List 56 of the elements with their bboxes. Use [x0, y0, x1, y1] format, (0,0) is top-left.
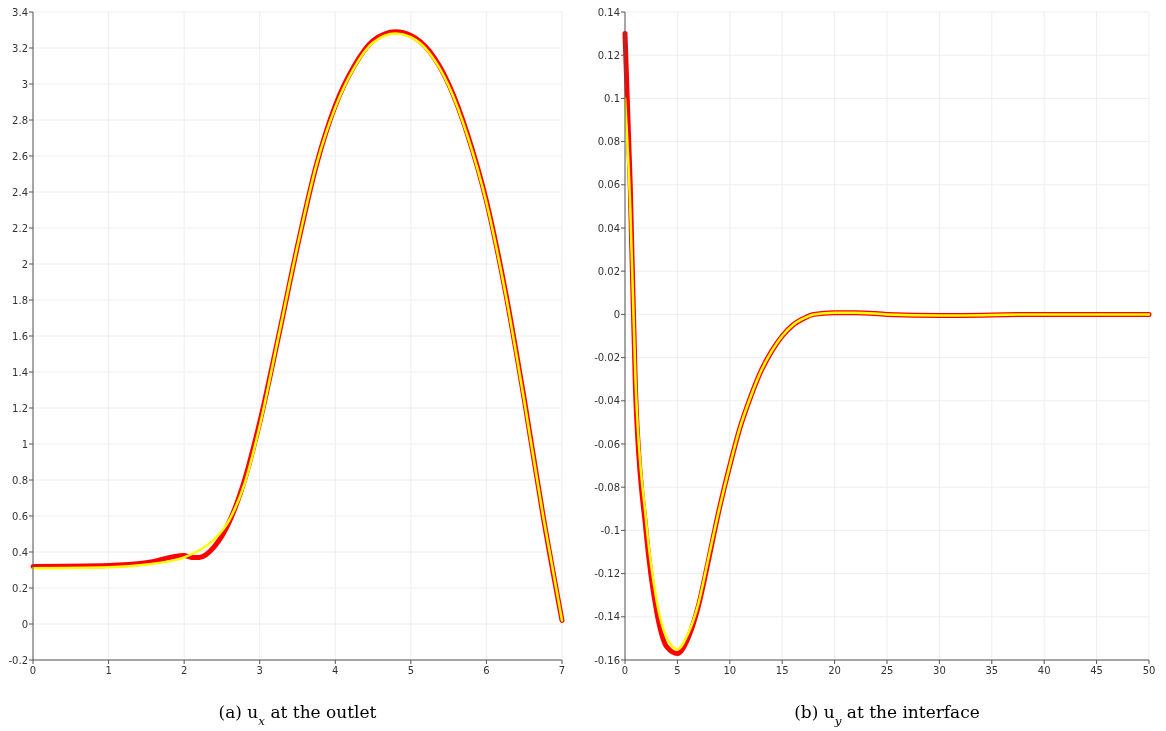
y-tick-label: 2.4 — [12, 186, 28, 198]
y-tick-label: 2 — [21, 258, 28, 270]
x-tick-label: 15 — [775, 665, 789, 676]
y-tick-label: 1.2 — [12, 402, 28, 414]
y-tick-label: -0.06 — [594, 438, 620, 450]
y-tick-label: 0.2 — [12, 582, 28, 594]
y-tick-label: 1.6 — [12, 330, 28, 342]
y-tick-label: 0.14 — [597, 6, 620, 18]
y-tick-label: 0.02 — [597, 265, 620, 277]
x-tick-label: 2 — [180, 665, 188, 676]
y-tick-label: -0.2 — [8, 654, 28, 666]
y-tick-label: 1.4 — [12, 366, 28, 378]
y-tick-label: 2.8 — [12, 114, 28, 126]
y-tick-label: 0.4 — [12, 546, 28, 558]
y-tick-label: 0.6 — [12, 510, 28, 522]
x-tick-label: 0 — [29, 665, 37, 676]
y-tick-label: 1 — [21, 438, 28, 450]
x-tick-label: 40 — [1037, 665, 1051, 676]
x-tick-label: 4 — [332, 665, 339, 676]
x-tick-label: 3 — [256, 665, 263, 676]
x-tick-label: 7 — [558, 665, 566, 676]
y-tick-label: 0 — [613, 308, 620, 320]
y-tick-label: 1.8 — [12, 294, 28, 306]
x-tick-label: 5 — [407, 665, 415, 676]
x-tick-label: 0 — [621, 665, 629, 676]
x-tick-label: 45 — [1090, 665, 1103, 676]
text: (b) u$_{y}$ at the interface — [794, 702, 980, 728]
y-tick-label: 0.06 — [597, 179, 620, 191]
text: (a) u$_{x}$ at the outlet — [218, 702, 377, 728]
x-tick-label: 10 — [723, 665, 737, 676]
y-tick-label: 0.04 — [597, 222, 620, 234]
x-tick-label: 20 — [828, 665, 841, 676]
x-tick-label: 6 — [483, 665, 490, 676]
y-tick-label: 2.6 — [12, 150, 28, 162]
x-tick-label: 35 — [985, 665, 999, 676]
y-tick-label: 3.4 — [12, 6, 28, 18]
y-tick-label: 0.8 — [12, 474, 28, 486]
y-tick-label: -0.14 — [594, 611, 620, 623]
x-tick-label: 1 — [105, 665, 112, 676]
y-tick-label: -0.16 — [594, 654, 620, 666]
y-tick-label: 0 — [21, 618, 28, 630]
y-tick-label: 0.1 — [604, 92, 620, 104]
y-tick-label: 3 — [21, 78, 28, 90]
x-tick-label: 30 — [933, 665, 946, 676]
y-tick-label: 2.2 — [12, 222, 28, 234]
y-tick-label: 3.2 — [12, 42, 28, 54]
x-tick-label: 25 — [880, 665, 894, 676]
y-tick-label: -0.12 — [594, 568, 620, 580]
x-tick-label: 5 — [674, 665, 681, 676]
x-tick-label: 50 — [1142, 665, 1156, 676]
y-tick-label: 0.12 — [597, 49, 620, 61]
y-tick-label: -0.08 — [594, 481, 620, 493]
y-tick-label: -0.1 — [600, 524, 620, 536]
y-tick-label: -0.04 — [594, 395, 620, 407]
y-tick-label: -0.02 — [594, 352, 620, 364]
y-tick-label: 0.08 — [597, 136, 620, 148]
